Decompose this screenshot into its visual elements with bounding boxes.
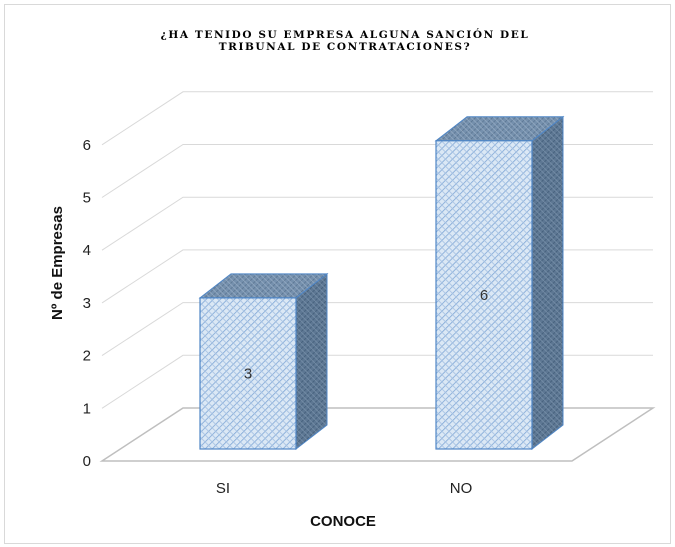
- gridline: [101, 91, 653, 146]
- bar-front: [199, 297, 297, 450]
- chart-title-line-2: TRIBUNAL DE CONTRATACIONES?: [219, 41, 472, 53]
- chart-floor: [99, 407, 656, 462]
- bar-side: [531, 115, 564, 451]
- y-tick-label: 0: [83, 453, 91, 470]
- bar-front: [435, 140, 533, 450]
- gridline: [101, 302, 653, 357]
- y-tick-label: 6: [83, 137, 91, 154]
- y-tick-label: 1: [83, 400, 91, 417]
- gridline: [101, 249, 653, 304]
- data-label: 3: [244, 365, 252, 382]
- x-axis-ticks: SI NO: [216, 480, 472, 497]
- chart-frame: ¿HA TENIDO SU EMPRESA ALGUNA SANCIÓN DEL…: [4, 4, 671, 544]
- y-axis-label: Nº de Empresas: [49, 206, 66, 320]
- y-axis-ticks: 0 1 2 3 4 5 6: [83, 137, 91, 470]
- bar-side: [295, 272, 328, 451]
- data-label: 6: [480, 287, 488, 304]
- gridline: [101, 354, 653, 409]
- y-tick-label: 5: [83, 190, 91, 207]
- y-tick-label: 4: [83, 242, 91, 259]
- gridlines: [101, 91, 653, 409]
- floor-outline: [99, 407, 656, 462]
- bar-si: 3: [198, 272, 329, 451]
- bars: 36: [198, 115, 565, 451]
- y-tick-label: 2: [83, 348, 91, 365]
- bar-chart: ¿HA TENIDO SU EMPRESA ALGUNA SANCIÓN DEL…: [49, 27, 656, 530]
- chart-title-line-1: ¿HA TENIDO SU EMPRESA ALGUNA SANCIÓN DEL: [161, 27, 530, 41]
- x-axis-label: CONOCE: [310, 513, 376, 530]
- x-tick-label: SI: [216, 480, 230, 497]
- x-tick-label: NO: [450, 480, 473, 497]
- gridline: [101, 144, 653, 198]
- y-tick-label: 3: [83, 295, 91, 312]
- bar-no: 6: [434, 115, 565, 451]
- gridline: [101, 196, 653, 251]
